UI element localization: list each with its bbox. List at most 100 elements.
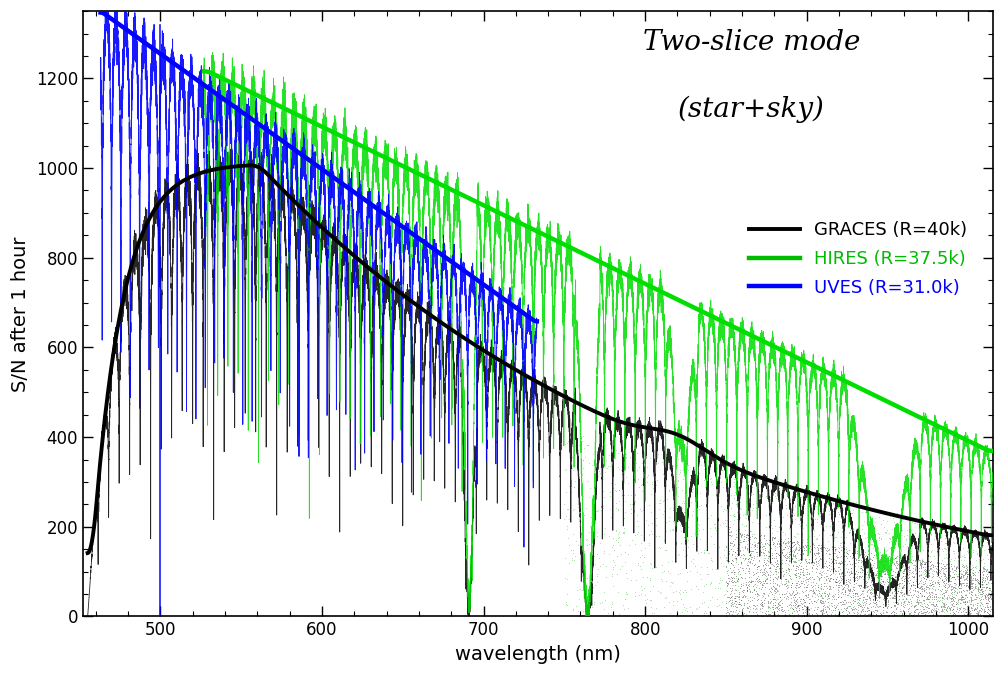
Point: [830, 494, 847, 505]
Point: [891, 590, 907, 601]
Point: [884, 566, 900, 576]
Point: [868, 545, 884, 556]
Point: [809, 593, 825, 604]
Point: [639, 462, 655, 472]
Point: [734, 548, 750, 559]
Point: [868, 567, 884, 578]
Point: [982, 578, 998, 589]
Point: [955, 610, 971, 620]
Point: [781, 571, 797, 582]
Point: [780, 556, 796, 567]
Point: [894, 572, 910, 583]
Point: [786, 489, 802, 500]
Point: [699, 516, 715, 526]
Point: [914, 578, 930, 589]
Point: [787, 541, 803, 552]
Point: [917, 574, 933, 585]
Point: [798, 591, 814, 602]
Point: [890, 586, 906, 597]
Point: [867, 599, 883, 610]
Point: [783, 554, 799, 564]
Point: [768, 586, 784, 597]
Point: [557, 439, 573, 450]
Point: [845, 569, 861, 580]
Point: [821, 549, 838, 560]
Point: [720, 530, 736, 541]
Point: [945, 608, 961, 618]
Point: [879, 593, 895, 603]
Point: [955, 555, 971, 566]
Point: [781, 603, 797, 614]
Point: [867, 543, 883, 554]
Point: [745, 533, 761, 543]
Point: [960, 581, 976, 592]
Point: [928, 539, 944, 549]
Point: [941, 571, 957, 582]
Point: [898, 578, 914, 589]
Point: [754, 580, 770, 591]
Point: [918, 531, 934, 542]
Point: [851, 595, 867, 605]
Point: [790, 605, 806, 616]
Point: [885, 576, 901, 587]
Point: [809, 543, 825, 554]
Point: [867, 520, 883, 531]
Point: [973, 567, 989, 578]
Point: [764, 539, 780, 550]
Point: [896, 588, 912, 599]
Point: [921, 570, 937, 580]
Point: [972, 569, 988, 580]
Point: [850, 549, 866, 560]
Point: [945, 596, 961, 607]
Point: [964, 585, 980, 595]
Point: [759, 597, 775, 608]
Point: [776, 549, 792, 560]
Point: [708, 487, 724, 497]
Point: [601, 490, 617, 501]
Point: [959, 566, 975, 577]
Point: [900, 561, 916, 572]
Point: [775, 605, 791, 616]
Point: [849, 587, 865, 598]
Point: [906, 562, 922, 573]
Point: [887, 610, 903, 621]
Point: [768, 541, 784, 552]
Point: [843, 522, 859, 533]
Point: [565, 464, 581, 475]
Point: [869, 557, 885, 568]
Point: [937, 570, 953, 581]
Point: [832, 558, 849, 569]
Point: [951, 572, 967, 583]
Point: [851, 549, 867, 560]
Point: [972, 585, 988, 595]
Point: [871, 575, 887, 586]
Point: [927, 561, 943, 572]
Point: [607, 453, 623, 464]
Point: [740, 580, 756, 591]
Point: [760, 608, 776, 619]
Point: [879, 599, 895, 610]
Point: [751, 546, 767, 557]
Point: [890, 597, 906, 608]
Point: [875, 560, 891, 570]
Point: [812, 605, 828, 616]
Point: [779, 605, 795, 616]
Point: [872, 578, 888, 589]
Point: [917, 570, 933, 581]
Point: [765, 593, 781, 604]
Point: [725, 510, 741, 521]
Point: [739, 477, 755, 487]
Point: [627, 539, 643, 549]
Point: [844, 547, 860, 558]
Point: [588, 482, 604, 493]
Point: [859, 605, 875, 616]
Point: [727, 591, 743, 601]
Point: [913, 557, 929, 568]
Point: [733, 609, 749, 620]
Point: [645, 456, 661, 466]
Point: [885, 600, 901, 611]
Point: [982, 591, 998, 601]
Point: [856, 561, 872, 572]
Point: [586, 551, 602, 562]
Point: [978, 607, 994, 618]
